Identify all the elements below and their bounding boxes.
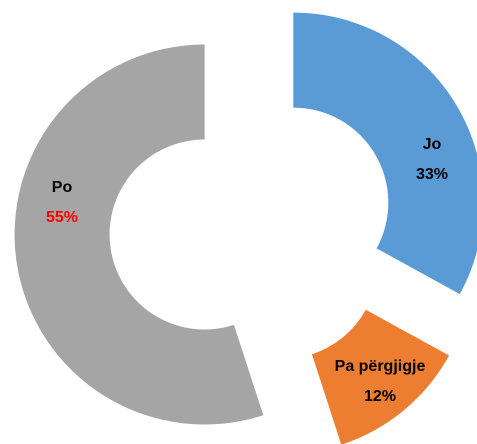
value-label: 55% [46, 209, 78, 226]
donut-segment [14, 44, 264, 425]
donut-segment [293, 12, 477, 295]
value-label: 33% [416, 166, 448, 183]
segment-label: Jo [423, 136, 442, 153]
value-label: 12% [364, 388, 396, 405]
segment-label: Pa përgjigje [335, 358, 426, 375]
segment-label: Po [52, 179, 73, 196]
donut-segment [311, 309, 450, 444]
